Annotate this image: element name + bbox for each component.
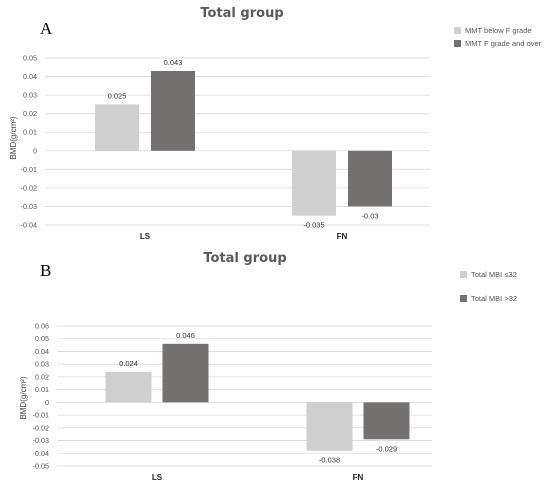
y-tick-label-b: -0.01 (33, 411, 49, 420)
category-label-ls-a: LS (140, 232, 151, 241)
y-tick-label-a: -0.02 (21, 183, 37, 192)
data-label-a: -0.03 (361, 211, 378, 220)
legend-swatch-b (460, 295, 467, 302)
bars-b (105, 343, 410, 451)
data-label-b: -0.029 (376, 444, 397, 453)
y-tick-label-b: 0.03 (35, 360, 49, 369)
y-tick-label-a: -0.01 (21, 165, 37, 174)
bar-ls-series1-b (105, 371, 152, 403)
y-tick-label-b: -0.04 (33, 449, 49, 458)
bar-ls-series2-a (151, 70, 195, 151)
category-labels-b: LS FN (152, 473, 364, 482)
legend-label-a: MMT F grade and over (465, 39, 542, 48)
y-tick-label-b: 0.02 (35, 372, 49, 381)
legend-label-b: Total MBI >32 (471, 294, 517, 303)
chart-panel-a: A Total group BMD(g/cm²) 0.050.040.030.0… (9, 6, 542, 241)
y-tick-label-b: 0.05 (35, 334, 49, 343)
chart-panel-b: B Total group BMD(g/cm²) 0.060.050.040.0… (19, 251, 517, 482)
data-label-b: 0.024 (119, 359, 138, 368)
y-ticks-a: 0.05 0.04 0.03 0.02 0.01 0 -0.01 -0.02 -0.03 -0.0… (21, 54, 37, 230)
data-labels-a: 0.025 0.043 -0.035 -0.03 (108, 58, 379, 230)
y-tick-label-b: 0.01 (35, 385, 49, 394)
bar-ls-series2-b (162, 343, 209, 403)
category-labels-a: LS FN (140, 232, 348, 241)
data-label-b: -0.038 (319, 456, 340, 465)
bar-ls-series1-a (95, 104, 139, 151)
legend-a: MMT below F grade MMT F grade and over (454, 26, 542, 48)
legend-b: Total MBI ≤32 Total MBI >32 (460, 270, 517, 303)
y-tick-label-b: -0.03 (33, 436, 49, 445)
category-label-ls-b: LS (152, 473, 163, 482)
bar-fn-series1-a (292, 150, 336, 216)
chart-title-b: Total group (203, 251, 286, 266)
data-label-a: 0.043 (164, 58, 183, 67)
y-tick-label-a: 0.01 (23, 128, 37, 137)
data-label-a: 0.025 (108, 91, 127, 100)
y-tick-label-b: -0.05 (33, 462, 49, 471)
legend-label-b: Total MBI ≤32 (471, 270, 517, 279)
legend-swatch-a (454, 40, 461, 47)
y-tick-label-a: 0.02 (23, 109, 37, 118)
bars-a (95, 70, 392, 216)
y-tick-label-a: 0.03 (23, 91, 37, 100)
y-tick-label-a: -0.04 (21, 221, 37, 230)
y-tick-label-a: -0.03 (21, 202, 37, 211)
data-label-b: 0.046 (176, 331, 195, 340)
chart-title-a: Total group (200, 6, 283, 21)
panel-label-a: A (40, 19, 53, 38)
y-tick-label-b: 0.06 (35, 322, 49, 331)
bar-fn-series2-a (348, 150, 392, 207)
category-label-fn-b: FN (353, 473, 364, 482)
category-label-fn-a: FN (337, 232, 348, 241)
y-tick-label-a: 0 (33, 146, 37, 155)
y-axis-label-b: BMD(g/cm²) (19, 376, 28, 419)
gridlines-b (57, 325, 432, 467)
bar-fn-series1-b (306, 402, 353, 451)
bar-fn-series2-b (363, 402, 410, 440)
legend-swatch-b (460, 271, 467, 278)
legend-label-a: MMT below F grade (465, 26, 532, 35)
y-tick-label-b: 0 (45, 398, 49, 407)
y-ticks-b: 0.06 0.05 0.04 0.03 0.02 0.01 0 -0.01 -0.02 -0.03… (33, 322, 49, 471)
y-tick-label-b: 0.04 (35, 347, 49, 356)
y-tick-label-b: -0.02 (33, 423, 49, 432)
legend-swatch-a (454, 27, 461, 34)
y-axis-label-a: BMD(g/cm²) (9, 116, 18, 159)
data-label-a: -0.035 (303, 221, 324, 230)
panel-label-b: B (40, 261, 51, 280)
y-tick-label-a: 0.05 (23, 54, 37, 63)
y-tick-label-a: 0.04 (23, 72, 37, 81)
data-labels-b: 0.024 0.046 -0.038 -0.029 (119, 331, 397, 465)
